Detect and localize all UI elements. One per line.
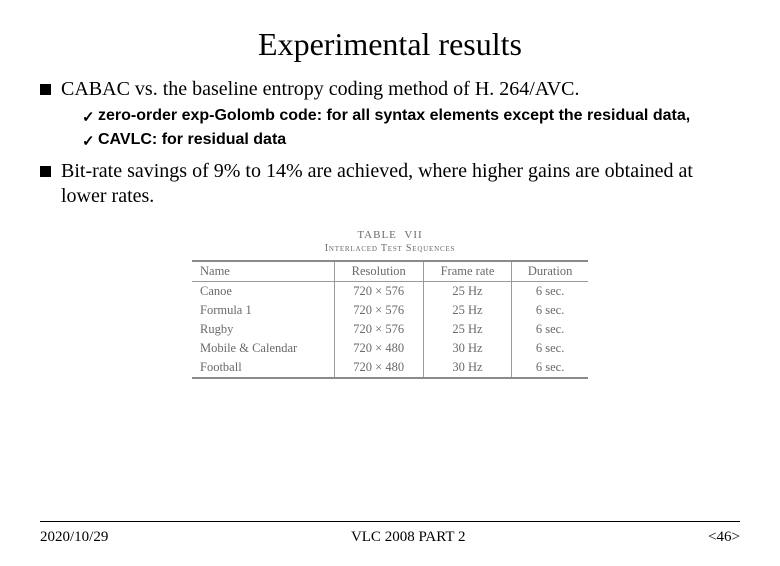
table-caption: Interlaced Test Sequences <box>192 243 588 254</box>
square-bullet-icon <box>40 166 51 177</box>
table-row: Football 720 × 480 30 Hz 6 sec. <box>192 358 588 378</box>
sub-bullet-list: ✓ zero-order exp-Golomb code: for all sy… <box>82 106 740 151</box>
footer-date: 2020/10/29 <box>40 529 108 546</box>
slide-footer: 2020/10/29 VLC 2008 PART 2 <46> <box>40 529 740 546</box>
table-header: Frame rate <box>423 261 512 282</box>
footer-title: VLC 2008 PART 2 <box>351 529 466 546</box>
table-cell: 25 Hz <box>423 320 512 339</box>
table-header-row: Name Resolution Frame rate Duration <box>192 261 588 282</box>
sub-bullet-text: zero-order exp-Golomb code: for all synt… <box>98 106 690 127</box>
sequences-table: Name Resolution Frame rate Duration Cano… <box>192 260 588 379</box>
footer-divider <box>40 521 740 522</box>
table-cell: 30 Hz <box>423 358 512 378</box>
table-cell: 6 sec. <box>512 358 588 378</box>
sub-bullet-text: CAVLC: for residual data <box>98 130 286 151</box>
table-row: Canoe 720 × 576 25 Hz 6 sec. <box>192 282 588 302</box>
table-cell: Canoe <box>192 282 334 302</box>
table-cell: Football <box>192 358 334 378</box>
table-cell: 30 Hz <box>423 339 512 358</box>
sub-bullet-item: ✓ zero-order exp-Golomb code: for all sy… <box>82 106 740 128</box>
bullet-item: Bit-rate savings of 9% to 14% are achiev… <box>40 159 740 209</box>
table-row: Formula 1 720 × 576 25 Hz 6 sec. <box>192 301 588 320</box>
square-bullet-icon <box>40 84 51 95</box>
table-cell: Mobile & Calendar <box>192 339 334 358</box>
table-cell: 25 Hz <box>423 301 512 320</box>
bullet-item: CABAC vs. the baseline entropy coding me… <box>40 77 740 102</box>
table-row: Mobile & Calendar 720 × 480 30 Hz 6 sec. <box>192 339 588 358</box>
table-cell: 720 × 576 <box>334 301 423 320</box>
table-cell: Rugby <box>192 320 334 339</box>
table-cell: 720 × 480 <box>334 358 423 378</box>
slide-content: CABAC vs. the baseline entropy coding me… <box>0 77 780 379</box>
table-header: Name <box>192 261 334 282</box>
bullet-text: CABAC vs. the baseline entropy coding me… <box>61 77 579 102</box>
table-cell: 720 × 576 <box>334 282 423 302</box>
table-row: Rugby 720 × 576 25 Hz 6 sec. <box>192 320 588 339</box>
table-cell: 720 × 576 <box>334 320 423 339</box>
footer-page: <46> <box>708 529 740 546</box>
table-cell: 720 × 480 <box>334 339 423 358</box>
sub-bullet-item: ✓ CAVLC: for residual data <box>82 130 740 152</box>
table-cell: Formula 1 <box>192 301 334 320</box>
table-block: TABLE VII Interlaced Test Sequences Name… <box>192 229 588 379</box>
page-title: Experimental results <box>0 26 780 63</box>
table-header: Duration <box>512 261 588 282</box>
check-icon: ✓ <box>82 108 98 128</box>
table-cell: 6 sec. <box>512 301 588 320</box>
table-number: TABLE VII <box>192 229 588 241</box>
table-cell: 6 sec. <box>512 320 588 339</box>
check-icon: ✓ <box>82 132 98 152</box>
table-cell: 6 sec. <box>512 339 588 358</box>
table-header: Resolution <box>334 261 423 282</box>
table-cell: 6 sec. <box>512 282 588 302</box>
table-cell: 25 Hz <box>423 282 512 302</box>
bullet-text: Bit-rate savings of 9% to 14% are achiev… <box>61 159 740 209</box>
